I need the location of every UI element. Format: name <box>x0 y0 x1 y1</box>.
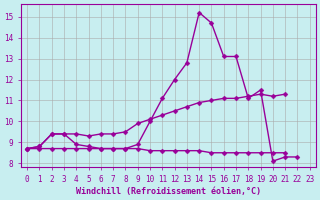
X-axis label: Windchill (Refroidissement éolien,°C): Windchill (Refroidissement éolien,°C) <box>76 187 261 196</box>
